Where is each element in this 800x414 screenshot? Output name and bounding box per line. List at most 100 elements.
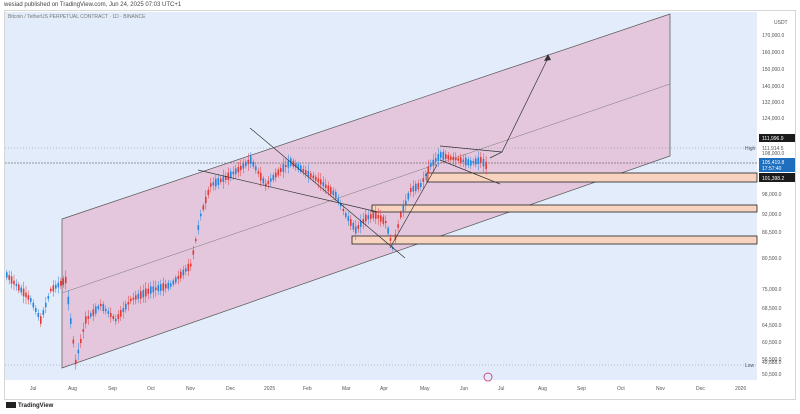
downtrend-line-upper[interactable] bbox=[249, 127, 406, 259]
time-tick-label: Sep bbox=[108, 386, 117, 392]
resistance-zone[interactable] bbox=[426, 172, 758, 183]
price-tick-label: 170,000.0 bbox=[762, 33, 784, 39]
candle-body bbox=[295, 163, 297, 168]
time-tick-label: Jul bbox=[498, 386, 504, 392]
price-tick-label: 68,500.0 bbox=[762, 306, 782, 312]
candle-body bbox=[457, 158, 460, 161]
candle-body bbox=[65, 276, 67, 284]
candle-body bbox=[155, 287, 157, 290]
candle-body bbox=[462, 159, 465, 162]
candle-body bbox=[100, 303, 102, 307]
candle-body bbox=[20, 287, 22, 293]
candle-body bbox=[225, 175, 227, 181]
candle-body bbox=[387, 227, 389, 234]
candle-body bbox=[30, 298, 32, 302]
candle-body bbox=[427, 166, 430, 174]
price-tick-labels: 170,000.0 160,000.0 150,000.0 140,000.0 132,… bbox=[762, 33, 784, 378]
candle-body bbox=[165, 284, 167, 289]
candle-body bbox=[215, 178, 217, 187]
candle-body bbox=[152, 286, 155, 293]
support-zone-1[interactable] bbox=[371, 204, 758, 213]
time-tick-label: Aug bbox=[68, 386, 77, 392]
time-tick-label: Feb bbox=[303, 386, 312, 392]
candle-body bbox=[90, 313, 92, 317]
high-value-tag bbox=[759, 134, 795, 142]
candle-body bbox=[235, 168, 237, 175]
candle-body bbox=[372, 213, 375, 219]
candle-body bbox=[200, 213, 202, 217]
flag-line-lower[interactable] bbox=[439, 159, 501, 185]
candle-body bbox=[72, 339, 75, 344]
price-tick-label: 98,000.0 bbox=[762, 192, 782, 198]
candle-body bbox=[192, 250, 195, 255]
symbol-title: Bitcoin / TetherUS PERPETUAL CONTRACT · … bbox=[8, 14, 146, 20]
candle-body bbox=[92, 309, 95, 316]
candle-body bbox=[177, 275, 180, 280]
candle-body bbox=[105, 308, 107, 312]
candle-body bbox=[382, 216, 385, 224]
candle-body bbox=[275, 172, 277, 178]
candle-body bbox=[447, 155, 450, 160]
candle-body bbox=[32, 302, 35, 308]
candle-body bbox=[180, 271, 182, 279]
flag-line-upper[interactable] bbox=[439, 145, 503, 153]
candle-body bbox=[345, 213, 347, 217]
channel-midline bbox=[61, 83, 671, 294]
breakout-line[interactable] bbox=[389, 164, 438, 249]
chart-canvas[interactable]: 170,000.0 160,000.0 150,000.0 140,000.0 132,… bbox=[0, 0, 800, 400]
candle-body bbox=[450, 156, 452, 160]
candle-body bbox=[242, 163, 245, 169]
candle-body bbox=[362, 218, 365, 224]
candle-body bbox=[405, 200, 407, 205]
candle-body bbox=[285, 164, 287, 168]
time-tick-label: Aug bbox=[538, 386, 547, 392]
candle-body bbox=[220, 178, 222, 182]
time-tick-label: Nov bbox=[186, 386, 195, 392]
candle-body bbox=[77, 349, 80, 354]
support-zone-2[interactable] bbox=[351, 235, 758, 245]
candle-body bbox=[8, 275, 10, 280]
candle-body bbox=[137, 293, 140, 299]
projection-arrow[interactable] bbox=[489, 57, 549, 159]
candle-body bbox=[247, 159, 250, 165]
low-label: Low bbox=[745, 363, 755, 369]
current-price: 101,398.2 bbox=[762, 176, 784, 182]
candle-body bbox=[97, 305, 100, 310]
candle-body bbox=[237, 166, 240, 173]
candle-body bbox=[222, 176, 225, 182]
candle-body bbox=[147, 288, 150, 294]
candle-body bbox=[195, 238, 197, 242]
candle-body bbox=[115, 318, 117, 322]
candle-body bbox=[452, 156, 455, 161]
candle-body bbox=[70, 318, 72, 324]
candle-body bbox=[402, 205, 405, 212]
candle-body bbox=[22, 288, 25, 297]
candle-body bbox=[415, 183, 417, 192]
candle-body bbox=[240, 165, 242, 171]
candle-body bbox=[150, 286, 152, 294]
candle-body bbox=[315, 176, 317, 181]
candle-body bbox=[205, 196, 207, 204]
candle-body bbox=[132, 297, 135, 300]
candle-body bbox=[330, 187, 332, 195]
candle-body bbox=[230, 171, 232, 178]
price-tick-label: 86,500.0 bbox=[762, 230, 782, 236]
candle-body bbox=[325, 184, 327, 189]
candle-body bbox=[82, 329, 85, 332]
candle-body bbox=[385, 220, 387, 224]
candle-body bbox=[217, 178, 220, 185]
price-tick-label: 80,500.0 bbox=[762, 256, 782, 262]
candle-body bbox=[417, 183, 420, 190]
downtrend-line-lower[interactable] bbox=[197, 169, 379, 213]
candle-body bbox=[277, 169, 280, 176]
candle-body bbox=[95, 306, 97, 314]
candle-body bbox=[332, 190, 335, 196]
ascending-channel[interactable] bbox=[61, 13, 671, 369]
candle-body bbox=[352, 222, 355, 230]
candle-body bbox=[85, 316, 87, 324]
candle-body bbox=[292, 160, 295, 167]
candle-body bbox=[250, 156, 252, 164]
candle-body bbox=[6, 272, 8, 278]
event-flag-icon[interactable] bbox=[483, 372, 493, 382]
candle-body bbox=[432, 159, 435, 166]
